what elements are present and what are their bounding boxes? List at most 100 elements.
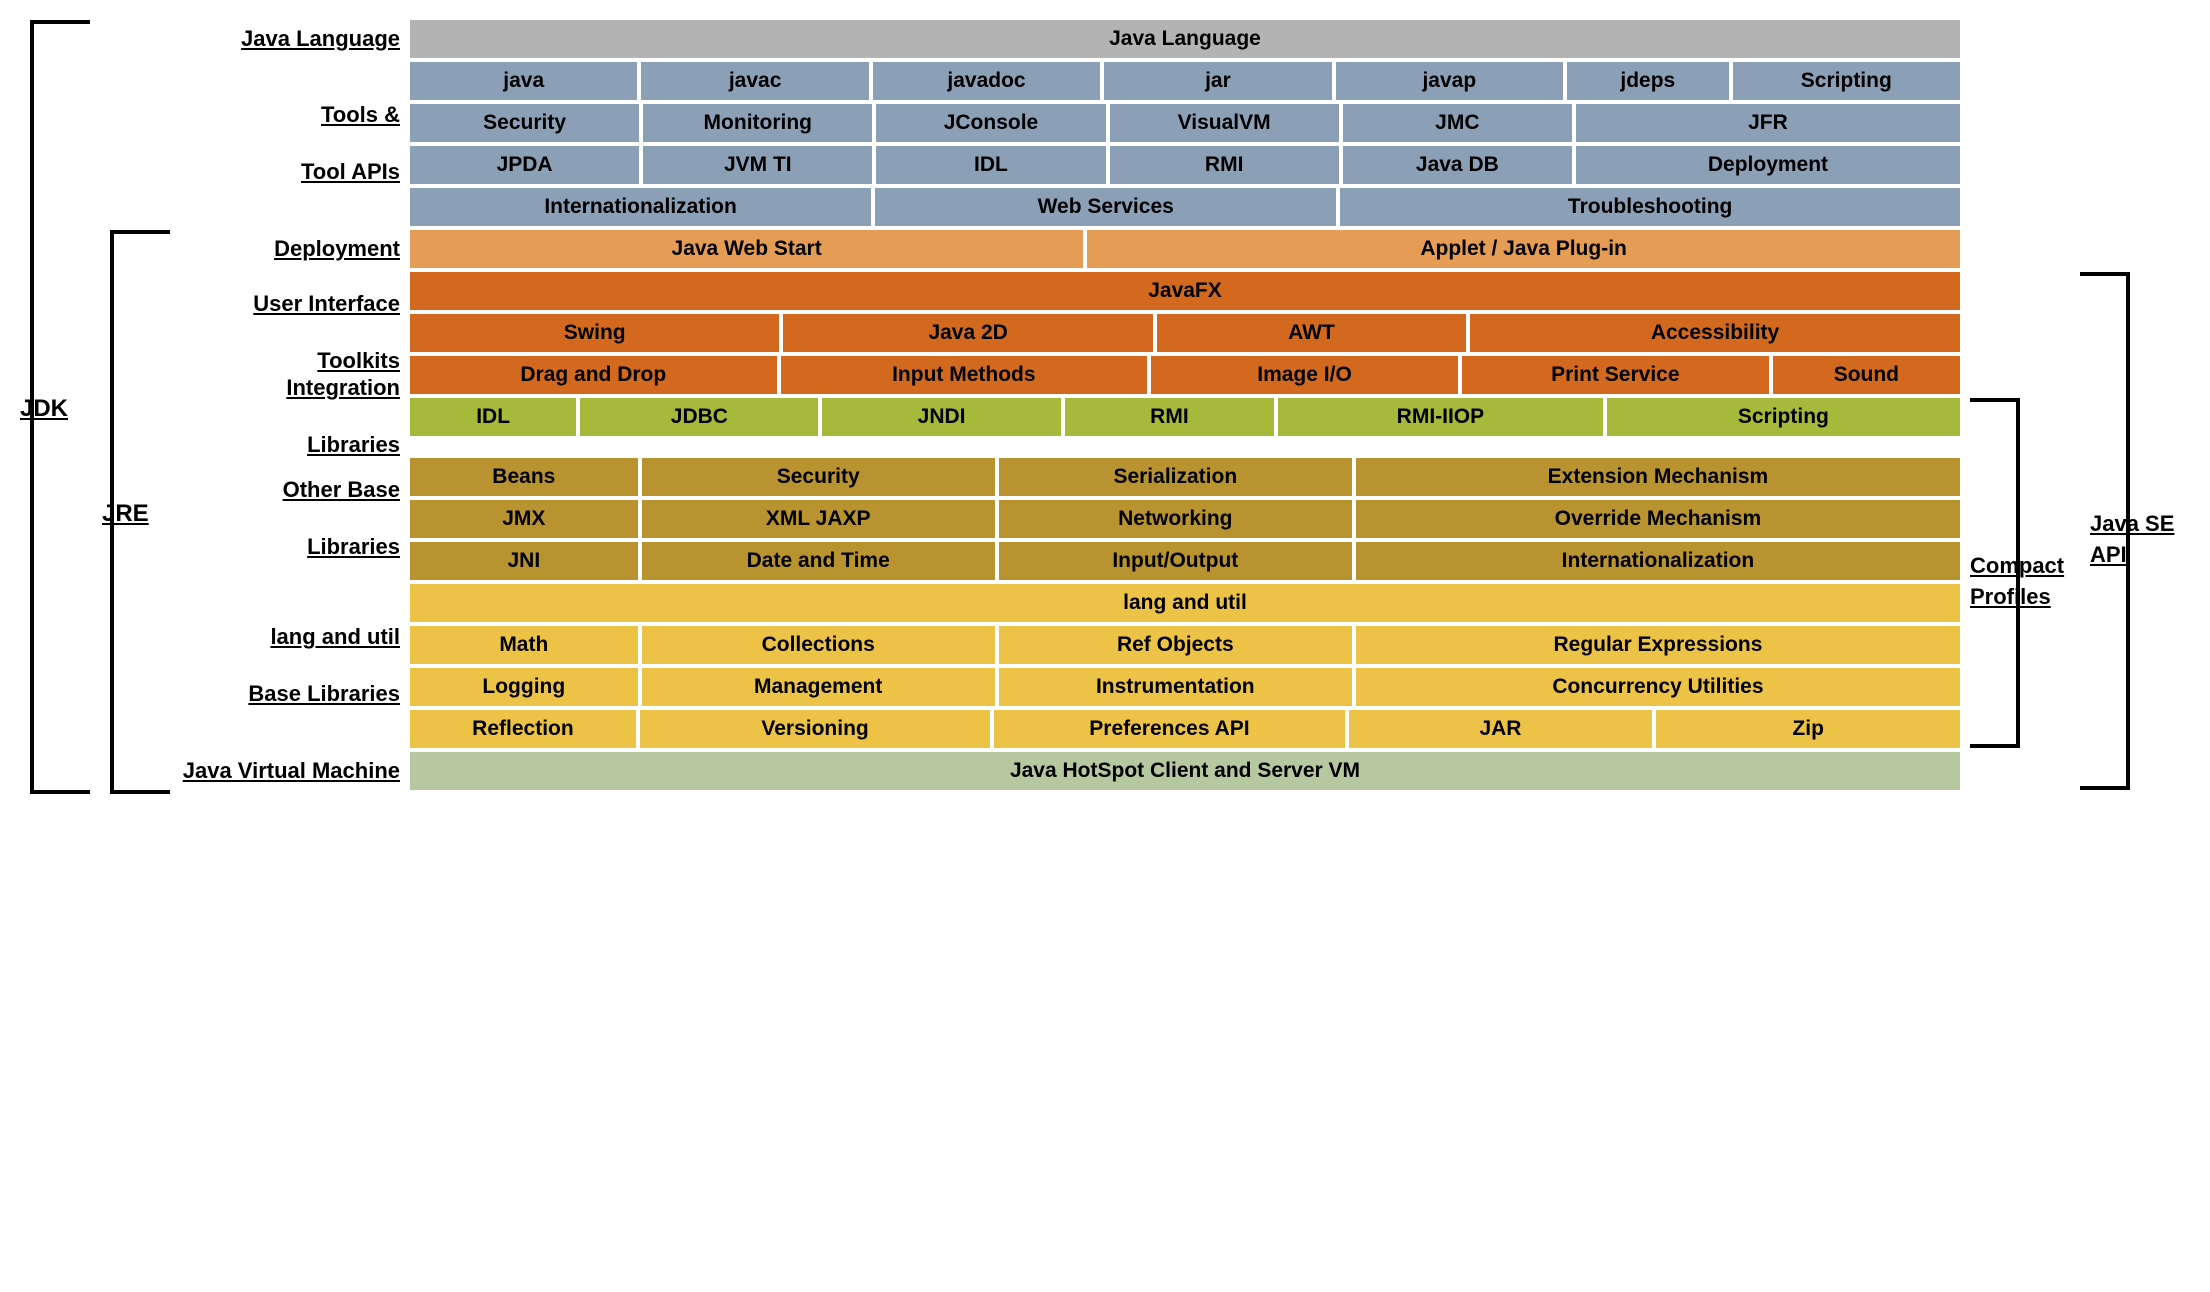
row: SecurityMonitoringJConsoleVisualVMJMCJFR [410, 104, 1960, 142]
row: LoggingManagementInstrumentationConcurre… [410, 668, 1960, 706]
section-label-jvm: Java Virtual Machine [180, 752, 410, 790]
left-bracket-region: JDK JRE [20, 20, 180, 794]
section-label-other-base: Other BaseLibraries [180, 458, 410, 580]
cell: javadoc [873, 62, 1100, 100]
cell: Preferences API [994, 710, 1344, 748]
row: Java Language [410, 20, 1960, 58]
cell: RMI-IIOP [1278, 398, 1603, 436]
cell: JConsole [876, 104, 1105, 142]
cell: Instrumentation [999, 668, 1352, 706]
cell: Serialization [999, 458, 1352, 496]
row: BeansSecuritySerializationExtension Mech… [410, 458, 1960, 496]
row: IDLJDBCJNDIRMIRMI-IIOPScripting [410, 398, 1960, 436]
cell: Drag and Drop [410, 356, 777, 394]
section-ui-toolkits: JavaFX SwingJava 2DAWTAccessibility Drag a… [410, 272, 1960, 394]
cell: JMC [1343, 104, 1572, 142]
section-label-deployment: Deployment [180, 230, 410, 268]
cell: Scripting [1607, 398, 1960, 436]
row: lang and util [410, 584, 1960, 622]
cell: Regular Expressions [1356, 626, 1960, 664]
cell: AWT [1157, 314, 1466, 352]
row: MathCollectionsRef ObjectsRegular Expres… [410, 626, 1960, 664]
cell: Internationalization [410, 188, 871, 226]
section-tools: javajavacjavadocjarjavapjdepsScripting Se… [410, 62, 1960, 226]
cell: Zip [1656, 710, 1960, 748]
cell: javap [1336, 62, 1563, 100]
cell: JFR [1576, 104, 1960, 142]
cell: Collections [642, 626, 995, 664]
section-label-java-language: Java Language [180, 20, 410, 58]
cell: Sound [1773, 356, 1960, 394]
cell: Java DB [1343, 146, 1572, 184]
section-deployment: Java Web StartApplet / Java Plug-in [410, 230, 1960, 268]
cell: Beans [410, 458, 638, 496]
cell: XML JAXP [642, 500, 995, 538]
cell: Image I/O [1151, 356, 1458, 394]
cell: JNI [410, 542, 638, 580]
cell: jar [1104, 62, 1331, 100]
label-compact-l2: Profiles [1970, 584, 2051, 609]
label-jre: JRE [102, 500, 149, 528]
row: JNIDate and TimeInput/OutputInternationa… [410, 542, 1960, 580]
section-lang-util: lang and util MathCollectionsRef ObjectsR… [410, 584, 1960, 748]
cell: RMI [1065, 398, 1274, 436]
cell: javac [641, 62, 868, 100]
cell: Override Mechanism [1356, 500, 1960, 538]
row: JMXXML JAXPNetworkingOverride Mechanism [410, 500, 1960, 538]
label-javase-api: Java SE API [2090, 509, 2174, 571]
cell: Java HotSpot Client and Server VM [410, 752, 1960, 790]
section-labels-column: Java LanguageTools &Tool APIsDeploymentU… [180, 20, 410, 794]
cell: jdeps [1567, 62, 1729, 100]
cell: JavaFX [410, 272, 1960, 310]
cell: Print Service [1462, 356, 1769, 394]
right-bracket-region: Compact Profiles Java SE API [1960, 20, 2190, 794]
cell: Math [410, 626, 638, 664]
cell: Applet / Java Plug-in [1087, 230, 1960, 268]
cell: JVM TI [643, 146, 872, 184]
cell: Monitoring [643, 104, 872, 142]
cell: VisualVM [1110, 104, 1339, 142]
content-grid: Java Language javajavacjavadocjarjavapjde… [410, 20, 1960, 794]
cell: JPDA [410, 146, 639, 184]
cell: Logging [410, 668, 638, 706]
label-javase-l2: API [2090, 542, 2127, 567]
row: ReflectionVersioningPreferences APIJARZi… [410, 710, 1960, 748]
cell: Versioning [640, 710, 990, 748]
row: InternationalizationWeb ServicesTroubles… [410, 188, 1960, 226]
cell: Deployment [1576, 146, 1960, 184]
cell: Troubleshooting [1340, 188, 1960, 226]
row: Drag and DropInput MethodsImage I/OPrint… [410, 356, 1960, 394]
cell: JMX [410, 500, 638, 538]
section-jvm: Java HotSpot Client and Server VM [410, 752, 1960, 790]
java-platform-diagram: JDK JRE Java LanguageTools &Tool APIsDep… [20, 20, 2190, 794]
cell: Networking [999, 500, 1352, 538]
cell: Management [642, 668, 995, 706]
cell: Input/Output [999, 542, 1352, 580]
section-java-language: Java Language [410, 20, 1960, 58]
cell: Concurrency Utilities [1356, 668, 1960, 706]
cell: Web Services [875, 188, 1336, 226]
cell: JNDI [822, 398, 1060, 436]
cell: JDBC [580, 398, 818, 436]
cell: Reflection [410, 710, 636, 748]
cell: Accessibility [1470, 314, 1960, 352]
row: Java HotSpot Client and Server VM [410, 752, 1960, 790]
cell: IDL [876, 146, 1105, 184]
cell: Date and Time [642, 542, 995, 580]
row: Java Web StartApplet / Java Plug-in [410, 230, 1960, 268]
cell: Swing [410, 314, 779, 352]
label-compact-l1: Compact [1970, 553, 2064, 578]
cell: java [410, 62, 637, 100]
row: javajavacjavadocjarjavapjdepsScripting [410, 62, 1960, 100]
section-label-integration: IntegrationLibraries [180, 398, 410, 436]
cell: Scripting [1733, 62, 1960, 100]
section-label-lang-util: lang and utilBase Libraries [180, 584, 410, 748]
label-compact-profiles: Compact Profiles [1970, 551, 2064, 613]
cell: Java 2D [783, 314, 1152, 352]
label-jdk: JDK [20, 395, 68, 423]
cell: Internationalization [1356, 542, 1960, 580]
cell: Input Methods [781, 356, 1148, 394]
cell: IDL [410, 398, 576, 436]
cell: Security [642, 458, 995, 496]
cell: Java Web Start [410, 230, 1083, 268]
